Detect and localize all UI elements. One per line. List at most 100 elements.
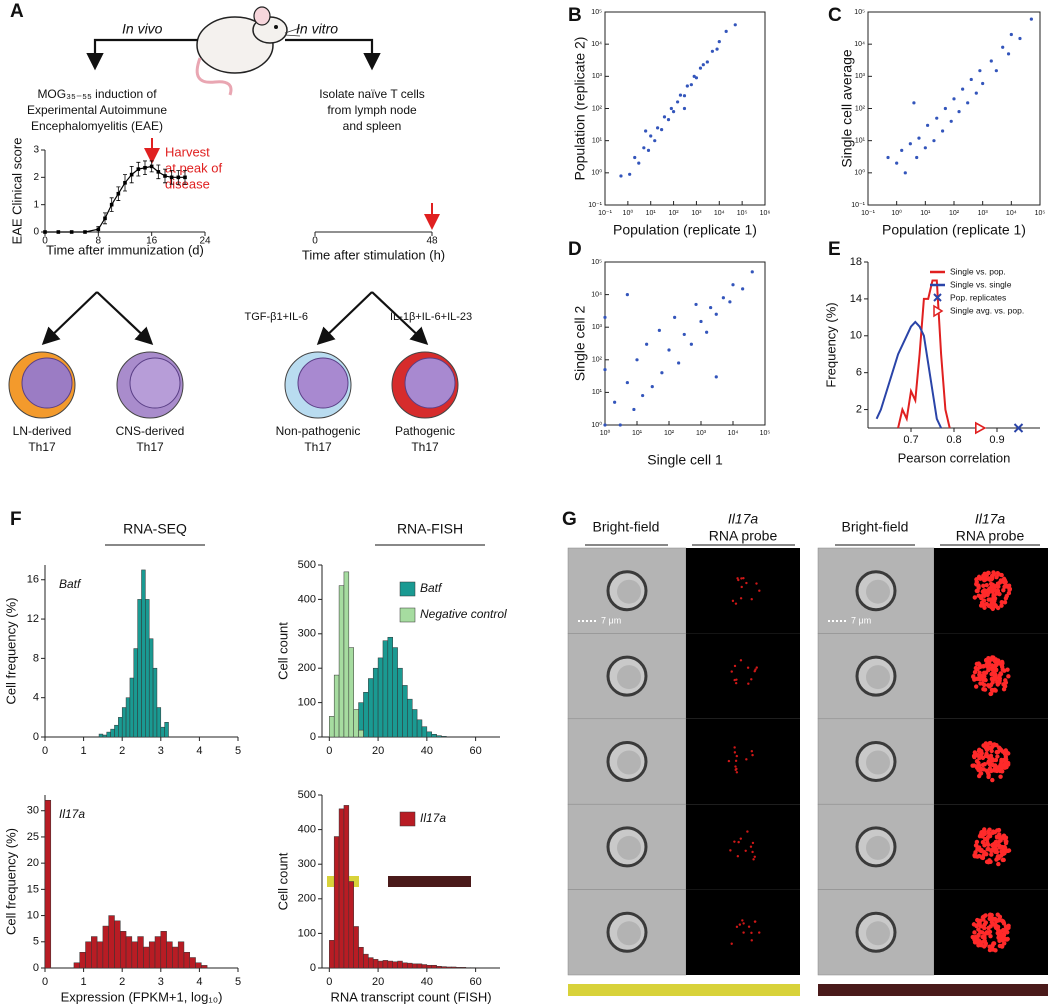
mouse-illustration	[195, 6, 301, 96]
histogram-bar	[118, 717, 123, 738]
plot-frame	[867, 11, 1041, 206]
histogram-bar	[338, 808, 345, 969]
probe-spot	[975, 752, 980, 758]
harvest-text: at peak of	[165, 160, 222, 175]
probe-spot	[999, 759, 1004, 765]
histogram-bar	[125, 936, 133, 969]
probe-spot	[976, 932, 981, 938]
histogram-bar	[421, 964, 428, 969]
probe-spot	[734, 768, 737, 772]
data-point	[698, 66, 703, 70]
data-point	[143, 165, 147, 170]
x-tick-label: 0	[42, 976, 48, 988]
data-point	[710, 49, 715, 53]
data-point	[660, 371, 664, 375]
probe-spot	[989, 748, 994, 754]
x-tick-label: 0	[312, 236, 318, 247]
y-tick-label: 10	[850, 330, 862, 342]
probe-spot	[998, 774, 1003, 779]
histogram-bar	[436, 735, 442, 738]
probe-spot	[745, 581, 748, 585]
probe-spot	[980, 840, 986, 845]
data-point	[694, 76, 699, 80]
histogram-bar	[148, 941, 156, 969]
step-text: Experimental Autoimmune	[27, 103, 167, 117]
column-header: RNA probe	[956, 528, 1025, 544]
cell-image	[866, 665, 890, 690]
y-tick-label: 20	[27, 857, 39, 869]
probe-spot	[734, 759, 738, 763]
data-point	[1018, 36, 1022, 41]
data-point	[978, 69, 982, 73]
probe-spot	[990, 665, 995, 671]
probe-spot	[981, 686, 986, 692]
data-point	[682, 332, 686, 337]
y-tick-label: 0	[33, 962, 39, 974]
probe-spot	[753, 670, 756, 673]
probe-spot	[982, 593, 987, 598]
data-point	[662, 115, 667, 119]
section-header: RNA-FISH	[397, 521, 463, 537]
condition-label: TGF-β1+IL-6	[245, 311, 308, 323]
cell-image	[866, 750, 890, 775]
probe-spot	[976, 941, 981, 946]
histogram-bar	[96, 941, 104, 969]
probe-spot	[1002, 578, 1008, 583]
step-text: from lymph node	[327, 103, 417, 117]
y-tick-label: 300	[298, 628, 316, 640]
x-axis-label: RNA transcript count (FISH)	[330, 989, 491, 1004]
probe-spot	[991, 829, 996, 834]
step-text: Isolate naïve T cells	[319, 87, 425, 101]
panel-label: B	[568, 5, 582, 26]
column-header: Bright-field	[842, 519, 909, 535]
section-header: RNA-SEQ	[123, 521, 187, 537]
histogram-bar	[387, 960, 393, 969]
histogram-bar	[411, 709, 418, 738]
histogram-bar	[102, 925, 109, 969]
probe-spot	[980, 934, 985, 940]
data-point	[603, 423, 607, 427]
histogram-bar	[195, 962, 202, 969]
data-point	[678, 93, 683, 97]
probe-spot	[981, 583, 986, 589]
data-point	[750, 270, 754, 274]
histogram-bar	[333, 674, 340, 738]
probe-spot	[987, 947, 993, 953]
y-tick-label: 15	[27, 883, 39, 895]
y-tick-label: 6	[856, 367, 862, 379]
x-tick-label: 20	[372, 745, 384, 757]
probe-spot	[987, 827, 992, 832]
histogram-bar	[397, 667, 403, 738]
harvest-text: Harvest	[165, 144, 210, 159]
y-tick-label: 10³	[592, 324, 603, 331]
histogram-bar	[446, 966, 452, 969]
data-point	[908, 142, 912, 146]
probe-spot	[988, 691, 993, 697]
cell-illustration	[8, 351, 459, 419]
step-text: MOG₃₅₋₅₅ induction of	[37, 87, 157, 101]
probe-spot	[733, 746, 736, 749]
probe-spot	[749, 845, 753, 848]
y-tick-label: 10⁴	[591, 291, 602, 298]
histogram-bar	[110, 728, 115, 738]
y-tick-label: 16	[27, 574, 39, 586]
probe-spot	[994, 574, 999, 580]
probe-spot	[974, 839, 980, 845]
y-tick-label: 10¹	[592, 389, 603, 396]
x-tick-label: 40	[421, 745, 433, 757]
x-axis-label: Pearson correlation	[898, 450, 1011, 465]
histogram-bar	[431, 964, 437, 969]
histogram-bar	[358, 946, 364, 969]
histogram-bar	[114, 724, 119, 738]
y-tick-label: 500	[298, 789, 316, 801]
data-point	[1006, 52, 1011, 56]
probe-spot	[734, 681, 738, 685]
data-point	[966, 101, 970, 105]
y-tick-label: 1	[33, 199, 39, 210]
data-point	[176, 175, 181, 180]
arrow	[371, 291, 429, 346]
probe-spot	[980, 602, 986, 607]
probe-spot	[987, 760, 992, 766]
probe-spot	[733, 840, 736, 843]
probe-spot	[988, 581, 994, 587]
